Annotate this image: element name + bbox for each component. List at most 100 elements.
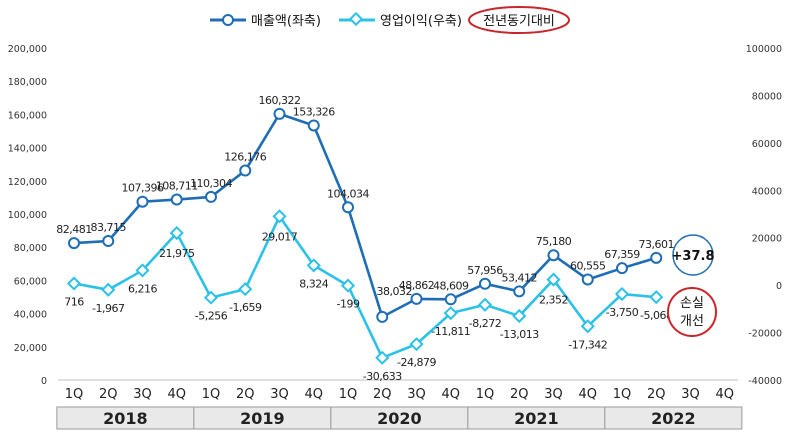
right-tick-label: -20000 <box>748 329 782 340</box>
revenue-line <box>73 112 657 319</box>
revenue-point <box>307 119 320 132</box>
year-label: 2020 <box>377 409 422 428</box>
revenue-point <box>650 251 663 264</box>
right-axis: -40000 -20000 0 20000 40000 60000 80000 100000 <box>746 44 782 387</box>
op-income-point <box>546 272 561 287</box>
legend-yoy-label: 전년동기대비 <box>483 14 555 29</box>
left-axis: 0 20,000 40,000 60,000 80,000 100,000 120,000 1… <box>8 44 47 387</box>
op-income-point <box>135 263 150 278</box>
loss-badge-line2: 개선 <box>680 314 704 329</box>
revenue-point <box>342 201 354 214</box>
loss-badge: 손실 개선 <box>667 287 717 337</box>
quarter-label: 2Q <box>647 387 666 402</box>
revenue-data-label: 126,176 <box>224 151 266 164</box>
quarter-label: 2Q <box>510 387 529 402</box>
op-income-point <box>443 306 458 321</box>
op-income-point <box>203 290 219 305</box>
op-income-data-label: -3,750 <box>606 306 639 319</box>
revenue-data-label: 38,032 <box>377 285 413 298</box>
quarter-label: 2Q <box>236 387 255 402</box>
op-income-point <box>512 308 527 324</box>
revenue-point <box>513 285 526 298</box>
op-income-point <box>169 225 184 241</box>
left-tick-label: 180,000 <box>8 77 47 88</box>
revenue-data-label: 60,555 <box>570 259 606 272</box>
op-income-point <box>238 282 253 297</box>
quarter-label: 4Q <box>578 387 597 402</box>
revenue-point <box>68 237 80 250</box>
loss-badge-circle <box>667 287 717 337</box>
op-income-data-label: -11,811 <box>431 325 470 338</box>
right-tick-label: 0 <box>776 281 782 292</box>
right-tick-label: 40000 <box>752 186 782 197</box>
legend-opincome-label: 영업이익(우축) <box>380 14 462 29</box>
revenue-point <box>547 249 560 262</box>
revenue-data-label: 75,180 <box>536 235 572 248</box>
op-income-point <box>66 276 82 291</box>
right-tick-label: 100000 <box>746 44 782 55</box>
op-income-data-label: -13,013 <box>500 328 539 341</box>
revenue-data-label: 82,481 <box>56 223 92 236</box>
left-tick-label: 200,000 <box>8 44 47 55</box>
op-income-point <box>101 282 116 297</box>
op-income-data-label: -17,342 <box>568 338 607 351</box>
op-income-data-label: -5,068 <box>640 309 673 322</box>
left-tick-label: 160,000 <box>8 110 47 121</box>
op-income-point <box>272 209 287 224</box>
left-tick-label: 140,000 <box>8 144 47 155</box>
revenue-data-label: 67,359 <box>604 248 640 261</box>
quarter-label: 3Q <box>407 387 426 402</box>
revenue-point <box>205 190 217 203</box>
revenue-data-label: 83,715 <box>91 221 127 234</box>
quarter-label: 4Q <box>441 387 460 402</box>
revenue-data-label: 108,711 <box>156 180 198 193</box>
quarter-label: 4Q <box>167 387 186 402</box>
left-tick-label: 60,000 <box>14 276 47 287</box>
legend-revenue-marker <box>222 14 234 26</box>
left-tick-label: 40,000 <box>14 310 47 321</box>
legend-opincome-marker <box>348 11 364 27</box>
legend-revenue-label: 매출액(좌축) <box>251 14 321 29</box>
quarter-label: 3Q <box>681 387 700 402</box>
op-income-data-label: 6,216 <box>128 282 157 295</box>
op-income-line <box>73 215 657 360</box>
year-cell <box>604 406 743 430</box>
revenue-point <box>616 262 628 275</box>
quarter-label: 4Q <box>304 387 323 402</box>
op-income-point <box>614 286 630 302</box>
left-tick-label: 20,000 <box>14 343 47 354</box>
revenue-point <box>136 195 149 208</box>
quarter-label: 1Q <box>613 387 632 402</box>
left-tick-label: 80,000 <box>14 243 47 254</box>
op-income-point <box>477 297 493 312</box>
left-tick-label: 0 <box>41 376 47 387</box>
revenue-point <box>444 293 457 306</box>
op-income-point <box>580 319 595 334</box>
revenue-data-label: 104,034 <box>327 187 369 200</box>
op-income-point <box>649 290 664 305</box>
growth-badge: +37.8 <box>672 234 715 276</box>
op-income-data-label: -5,256 <box>195 310 228 323</box>
revenue-data-label: 110,304 <box>190 177 232 190</box>
revenue-data-label: 107,396 <box>122 182 164 195</box>
quarter-label: 1Q <box>202 387 221 402</box>
revenue-data-label: 57,956 <box>467 264 503 277</box>
op-income-data-label: 2,352 <box>539 294 568 307</box>
revenue-data-label: 48,862 <box>399 279 435 292</box>
right-tick-label: 80000 <box>752 91 782 102</box>
op-income-series <box>66 209 664 365</box>
right-tick-label: 20000 <box>752 234 782 245</box>
revenue-data-label: 53,412 <box>502 271 538 284</box>
op-income-data-label: 29,017 <box>262 230 298 243</box>
revenue-data-label: 48,609 <box>433 279 469 292</box>
legend: 매출액(좌축) 영업이익(우축) 전년동기대비 <box>210 6 570 34</box>
x-axis-labels: 1Q 2Q 3Q 4Q 1Q 2Q 3Q 4Q 1Q 2Q 3Q 4Q 1Q 2Q 3Q 4Q 1Q 2Q 3Q 4Q <box>65 387 734 402</box>
right-tick-label: 60000 <box>752 139 782 150</box>
right-tick-label: -40000 <box>748 376 782 387</box>
revenue-point <box>410 292 423 305</box>
quarter-label: 2Q <box>99 387 118 402</box>
growth-badge-text: +37.8 <box>672 249 715 264</box>
revenue-point <box>479 277 491 290</box>
